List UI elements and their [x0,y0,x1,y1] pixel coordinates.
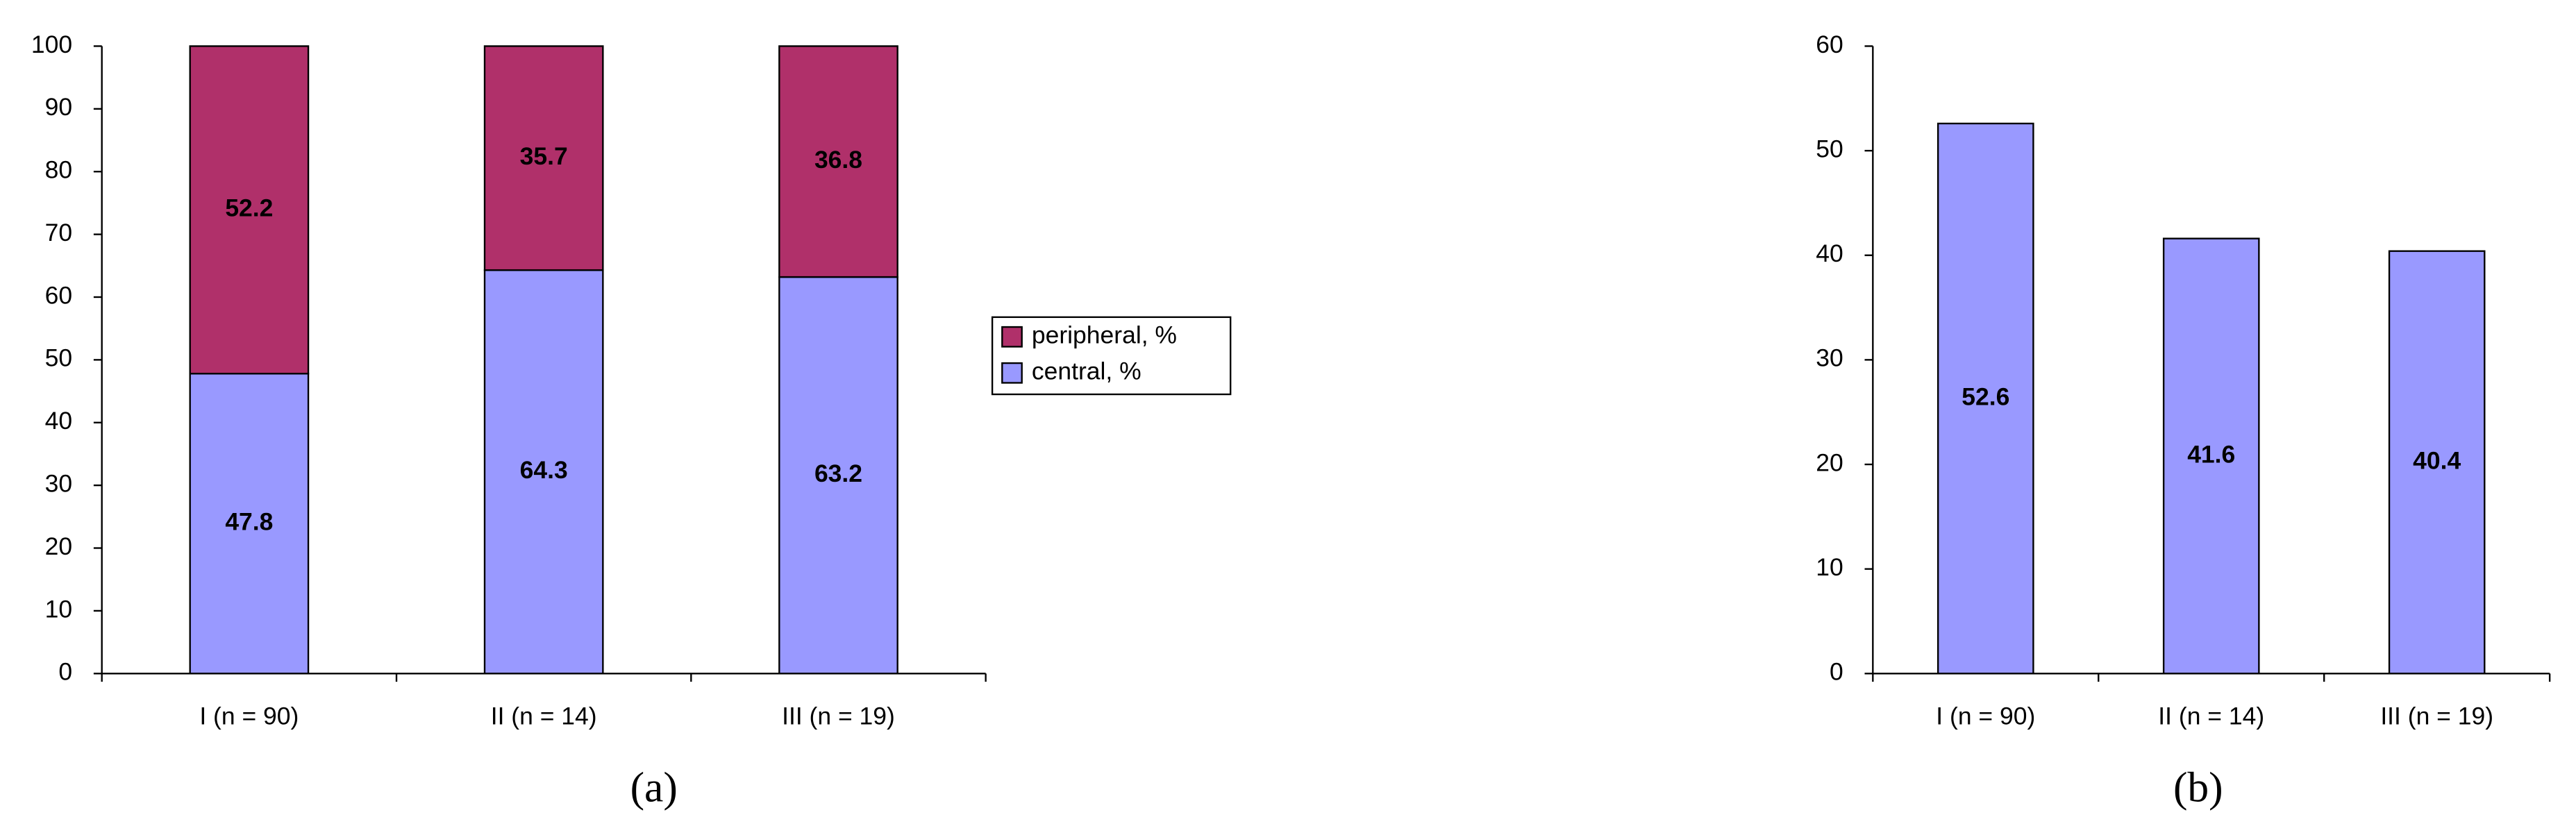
data-label: 35.7 [520,142,568,170]
y-tick-label: 60 [1816,31,1843,58]
data-label: 52.6 [1962,382,2009,410]
x-tick-label: II (n = 14) [2158,702,2264,730]
y-tick-label: 30 [1816,344,1843,372]
y-tick-label: 10 [1816,553,1843,581]
y-tick-label: 0 [1830,658,1843,686]
panel-label: (a) [630,764,678,811]
y-tick-label: 0 [58,658,72,686]
data-label: 63.2 [814,460,862,487]
legend-swatch [1001,326,1023,348]
legend-label: peripheral, % [1032,321,1177,349]
bar [189,373,310,675]
data-label: 64.3 [520,456,568,484]
y-tick-label: 20 [1816,448,1843,476]
y-tick-label: 40 [1816,239,1843,267]
bar [1937,122,2034,675]
x-tick-label: III (n = 19) [2380,702,2493,730]
y-tick-label: 100 [31,31,72,58]
legend-swatch [1001,362,1023,384]
y-tick-label: 20 [45,532,72,560]
x-tick-label: I (n = 90) [199,702,299,730]
data-label: 40.4 [2413,446,2461,474]
y-tick-label: 10 [45,595,72,623]
bar [2162,237,2260,675]
bar [189,45,310,375]
data-label: 52.2 [225,194,273,222]
data-label: 36.8 [814,146,862,174]
y-tick-label: 30 [45,470,72,498]
y-tick-label: 80 [45,156,72,184]
x-tick-label: I (n = 90) [1936,702,2035,730]
y-tick-label: 50 [1816,135,1843,162]
legend-label: central, % [1032,357,1141,385]
x-tick-label: II (n = 14) [491,702,597,730]
y-tick-label: 70 [45,219,72,246]
bar [483,269,604,675]
y-tick-label: 40 [45,407,72,435]
bar [2388,250,2486,675]
bar [778,45,898,278]
bar [483,45,604,271]
x-tick-label: III (n = 19) [782,702,895,730]
panel-label: (b) [2173,764,2223,811]
legend-box [991,316,1232,396]
data-label: 47.8 [225,508,273,536]
y-tick-label: 90 [45,93,72,121]
data-label: 41.6 [2187,440,2235,468]
y-tick-label: 50 [45,344,72,372]
y-tick-label: 60 [45,281,72,309]
